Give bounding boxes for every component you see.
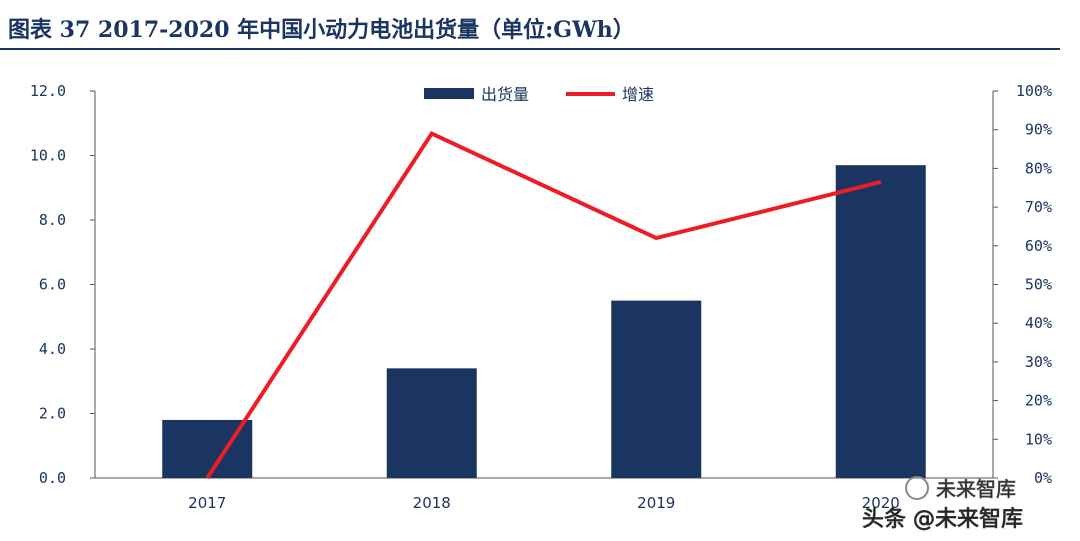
y-left-tick-label: 10.0 (30, 147, 66, 165)
y-left-tick-label: 8.0 (39, 211, 66, 229)
y-right-tick-label: 40% (1025, 314, 1052, 332)
x-tick-label: 2020 (862, 494, 900, 512)
bar (386, 368, 477, 478)
y-right-tick-label: 70% (1025, 198, 1052, 216)
y-right-tick-label: 80% (1025, 159, 1052, 177)
watermark-caption: 头条 @未来智库 (862, 507, 1023, 532)
y-left-tick-label: 4.0 (39, 340, 66, 358)
bar (835, 165, 926, 479)
y-right-tick-label: 50% (1025, 276, 1052, 294)
x-tick-label: 2019 (637, 494, 675, 512)
y-right-tick-label: 20% (1025, 392, 1052, 410)
y-right-tick-label: 90% (1025, 121, 1052, 139)
series-line (205, 131, 882, 480)
bar (611, 300, 702, 478)
y-right-tick-label: 30% (1025, 353, 1052, 371)
legend-label-bar: 出货量 (481, 85, 529, 104)
y-left-tick-label: 2.0 (39, 405, 66, 423)
title-bar: 图表 37 2017-2020 年中国小动力电池出货量（单位:GWh） (0, 0, 1060, 50)
y-left-tick-label: 6.0 (39, 276, 66, 294)
legend-swatch-bar (424, 88, 474, 99)
y-right-tick-label: 60% (1025, 237, 1052, 255)
x-tick-label: 2018 (413, 494, 451, 512)
watermark-icon (905, 476, 929, 500)
x-tick-label: 2017 (188, 494, 226, 512)
watermark-text: 未来智库 (936, 477, 1016, 501)
legend-label-line: 增速 (622, 85, 654, 104)
y-left-tick-label: 12.0 (30, 82, 66, 100)
y-right-tick-label: 100% (1016, 82, 1052, 100)
y-left-tick-label: 0.0 (39, 469, 66, 487)
y-right-tick-label: 10% (1025, 430, 1052, 448)
y-right-tick-label: 0% (1034, 469, 1052, 487)
chart-title: 图表 37 2017-2020 年中国小动力电池出货量（单位:GWh） (8, 17, 635, 43)
